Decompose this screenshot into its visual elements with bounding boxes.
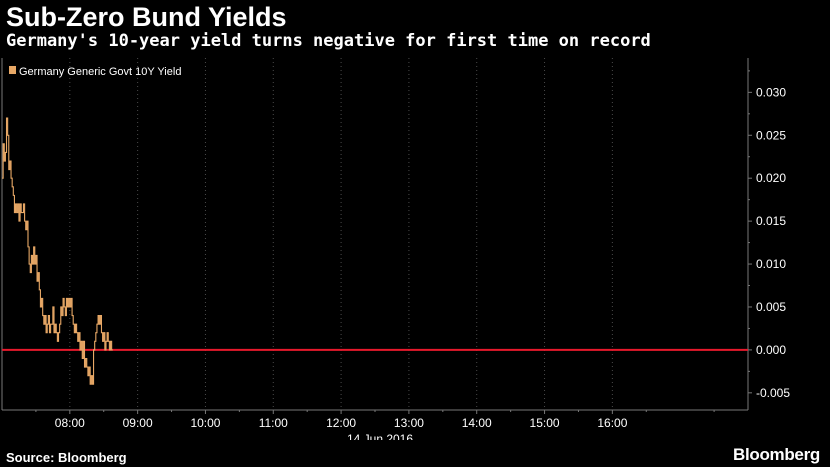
x-tick-label: 09:00	[123, 416, 153, 430]
chart-subtitle: Germany's 10-year yield turns negative f…	[6, 31, 651, 51]
x-tick-label: 13:00	[394, 416, 424, 430]
bloomberg-logo: Bloomberg	[732, 445, 820, 464]
x-tick-label: 16:00	[597, 416, 627, 430]
y-tick-label: 0.010	[756, 257, 786, 271]
y-tick-label: -0.005	[756, 386, 790, 400]
y-tick-label: 0.020	[756, 171, 786, 185]
x-tick-label: 08:00	[55, 416, 85, 430]
y-tick-label: 0.025	[756, 128, 786, 142]
x-tick-label: 12:00	[326, 416, 356, 430]
y-tick-label: 0.000	[756, 343, 786, 357]
line-chart: 0.030 0.025 0.020 0.015 0.010 0.005 0.000 -0.00…	[1, 58, 790, 440]
x-tick-label: 11:00	[259, 416, 288, 430]
legend-swatch	[9, 66, 16, 74]
y-axis-ticks: 0.030 0.025 0.020 0.015 0.010 0.005 0.000 -0.00…	[748, 70, 790, 400]
plot-frame	[1, 58, 749, 411]
x-axis-ticks: 08:00 09:00 10:00 11:00 12:00 13:00 14:00 15:00…	[35, 410, 715, 430]
y-tick-label: 0.030	[756, 85, 786, 99]
y-tick-label: 0.005	[756, 300, 786, 314]
x-tick-label: 10:00	[190, 416, 220, 430]
source-note: Source: Bloomberg	[6, 450, 127, 465]
vertical-grid-lines	[69, 58, 613, 410]
x-tick-label: 14:00	[462, 416, 492, 430]
x-axis-date-label: 14 Jun 2016	[347, 432, 413, 440]
legend-label: Germany Generic Govt 10Y Yield	[19, 66, 181, 78]
y-tick-label: 0.015	[756, 214, 786, 228]
legend: Germany Generic Govt 10Y Yield	[9, 66, 181, 78]
x-tick-label: 15:00	[530, 416, 560, 430]
chart-title: Sub-Zero Bund Yields	[6, 2, 287, 32]
series-line-germany-10y	[2, 117, 113, 385]
